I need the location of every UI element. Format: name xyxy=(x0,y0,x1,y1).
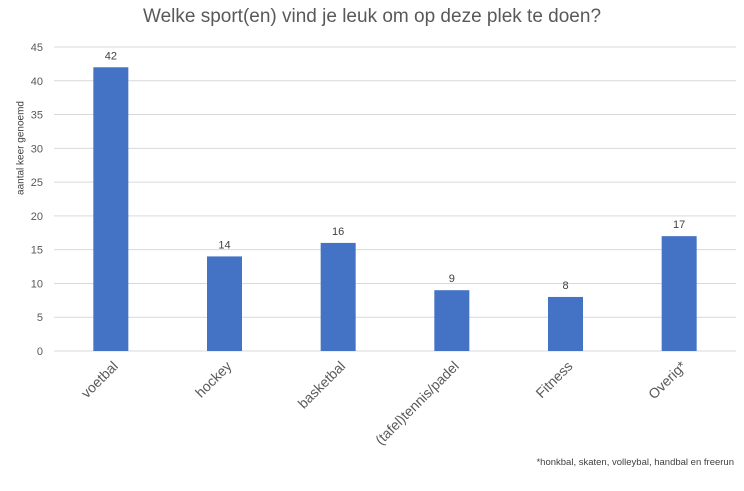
y-tick-label: 40 xyxy=(31,76,43,88)
category-label: hockey xyxy=(192,358,235,401)
y-tick-label: 25 xyxy=(31,177,43,189)
category-label: (tafel)tennis/padel xyxy=(372,358,462,448)
category-label: basketbal xyxy=(295,358,349,412)
bar xyxy=(548,296,583,351)
data-label: 8 xyxy=(562,280,568,292)
y-tick-label: 10 xyxy=(31,278,43,290)
y-tick-label: 5 xyxy=(37,312,43,324)
data-label: 17 xyxy=(673,219,685,231)
y-tick-label: 35 xyxy=(31,110,43,122)
y-tick-label: 45 xyxy=(31,42,43,54)
y-tick-label: 15 xyxy=(31,245,43,257)
category-label: voetbal xyxy=(78,358,121,401)
data-label: 14 xyxy=(218,239,230,251)
footnote: *honkbal, skaten, volleybal, handbal en … xyxy=(536,457,734,468)
bar xyxy=(434,290,470,351)
bar xyxy=(93,67,129,352)
y-tick-label: 20 xyxy=(31,211,43,223)
chart-title: Welke sport(en) vind je leuk om op deze … xyxy=(142,6,602,27)
data-label: 16 xyxy=(332,226,344,238)
bar xyxy=(661,236,697,351)
category-label: Fitness xyxy=(532,358,575,401)
category-label: Overig* xyxy=(645,357,690,402)
y-tick-label: 30 xyxy=(31,143,43,155)
bar xyxy=(207,256,242,351)
y-tick-label: 0 xyxy=(37,346,43,358)
data-label: 42 xyxy=(105,50,117,62)
data-label: 9 xyxy=(449,273,455,285)
bar xyxy=(320,242,356,351)
